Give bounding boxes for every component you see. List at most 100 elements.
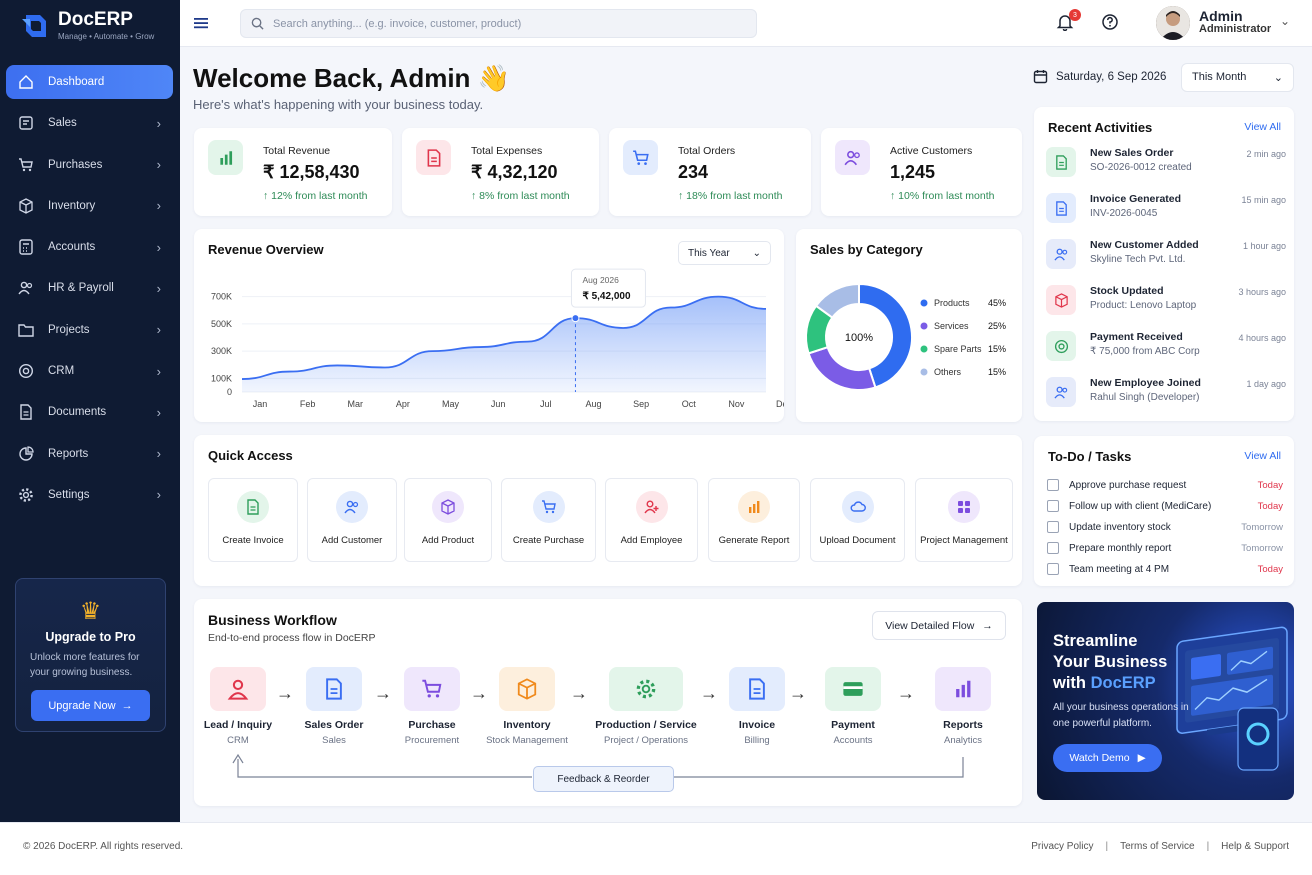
user-name[interactable]: Admin	[1199, 8, 1243, 24]
workflow-step[interactable]: Lead / Inquiry CRM	[183, 667, 293, 746]
todo-item[interactable]: Approve purchase request Today	[1047, 477, 1283, 493]
todo-checkbox[interactable]	[1047, 479, 1059, 491]
quick-add-employee-button[interactable]: Add Employee	[605, 478, 698, 562]
activity-icon-wrap	[1046, 239, 1076, 269]
chevron-right-icon: ›	[156, 280, 161, 296]
activity-icon-wrap	[1046, 377, 1076, 407]
activity-subtitle: Rahul Singh (Developer)	[1090, 392, 1200, 403]
feedback-reorder-button[interactable]: Feedback & Reorder	[533, 766, 674, 792]
menu-icon[interactable]	[193, 15, 209, 31]
workflow-subtitle: End-to-end process flow in DocERP	[208, 632, 376, 644]
workflow-step[interactable]: Production / Service Project / Operations	[591, 667, 701, 746]
copyright: © 2026 DocERP. All rights reserved.	[23, 841, 184, 852]
activity-item[interactable]: New Sales Order SO-2026-0012 created 2 m…	[1046, 147, 1286, 187]
sidebar-item-crm[interactable]: CRM ›	[6, 354, 173, 388]
sidebar-item-settings[interactable]: Settings ›	[6, 478, 173, 512]
watch-demo-button[interactable]: Watch Demo ▶	[1053, 744, 1162, 772]
sidebar-item-inventory[interactable]: Inventory ›	[6, 189, 173, 223]
brand-logo[interactable]: DocERP Manage • Automate • Grow	[20, 10, 154, 41]
activity-item[interactable]: New Customer Added Skyline Tech Pvt. Ltd…	[1046, 239, 1286, 279]
chevron-down-icon[interactable]: ⌄	[1280, 14, 1291, 28]
quick-create-purchase-button[interactable]: Create Purchase	[501, 478, 596, 562]
activity-time: 1 hour ago	[1242, 241, 1286, 251]
period-value: This Month	[1192, 71, 1247, 83]
workflow-step[interactable]: Invoice Billing	[702, 667, 812, 746]
quick-create-invoice-button[interactable]: Create Invoice	[208, 478, 298, 562]
page-title: Welcome Back, Admin 👋	[193, 63, 511, 93]
todo-text: Update inventory stock	[1069, 521, 1171, 533]
arrow-right-icon: →	[700, 683, 718, 703]
x-tick-label: Jan	[253, 399, 268, 409]
donut-center-label: 100%	[845, 332, 873, 344]
privacy-policy-link[interactable]: Privacy Policy	[1031, 841, 1094, 852]
todo-item[interactable]: Team meeting at 4 PM Today	[1047, 561, 1283, 577]
quick-add-customer-button[interactable]: Add Customer	[307, 478, 397, 562]
search-input[interactable]: Search anything... (e.g. invoice, custom…	[240, 9, 757, 38]
activity-item[interactable]: Stock Updated Product: Lenovo Laptop 3 h…	[1046, 285, 1286, 325]
promo-text: All your business operations in one powe…	[1053, 702, 1189, 729]
todo-checkbox[interactable]	[1047, 563, 1059, 575]
todo-item[interactable]: Prepare monthly report Tomorrow	[1047, 540, 1283, 556]
donut-slice-others[interactable]	[814, 282, 860, 319]
stat-card[interactable]: Total Expenses ₹ 4,32,120 ↑ 8% from last…	[402, 128, 599, 216]
activities-view-all-link[interactable]: View All	[1244, 121, 1281, 133]
stat-change: ↑ 18% from last month	[678, 190, 782, 202]
quick-label: Upload Document	[819, 535, 896, 546]
sidebar-item-label: CRM	[48, 365, 75, 378]
todo-checkbox[interactable]	[1047, 500, 1059, 512]
logo-icon	[22, 14, 46, 37]
sidebar-item-documents[interactable]: Documents ›	[6, 395, 173, 429]
quick-label: Create Invoice	[222, 535, 284, 546]
y-tick-label: 500K	[211, 319, 232, 329]
stat-card[interactable]: Total Revenue ₹ 12,58,430 ↑ 12% from las…	[194, 128, 392, 216]
sidebar-item-hr-payroll[interactable]: HR & Payroll ›	[6, 271, 173, 305]
todo-checkbox[interactable]	[1047, 542, 1059, 554]
sidebar-item-dashboard[interactable]: Dashboard	[6, 65, 173, 99]
workflow-step[interactable]: Inventory Stock Management	[472, 667, 582, 746]
stat-card[interactable]: Total Orders 234 ↑ 18% from last month	[609, 128, 811, 216]
avatar[interactable]	[1156, 6, 1190, 40]
activity-item[interactable]: Payment Received ₹ 75,000 from ABC Corp …	[1046, 331, 1286, 371]
sidebar-item-projects[interactable]: Projects ›	[6, 313, 173, 347]
donut-slice-products[interactable]	[858, 282, 913, 389]
notification-bell-icon[interactable]	[1056, 13, 1074, 31]
quick-project-management-button[interactable]: Project Management	[915, 478, 1013, 562]
legend-value: 45%	[988, 298, 1006, 308]
workflow-step[interactable]: Payment Accounts	[798, 667, 908, 746]
todo-item[interactable]: Follow up with client (MediCare) Today	[1047, 498, 1283, 514]
stat-value: ₹ 4,32,120	[471, 162, 558, 182]
quick-generate-report-button[interactable]: Generate Report	[708, 478, 800, 562]
activity-title: Stock Updated	[1090, 285, 1164, 297]
sidebar-item-reports[interactable]: Reports ›	[6, 437, 173, 471]
quick-upload-document-button[interactable]: Upload Document	[810, 478, 905, 562]
workflow-step[interactable]: Purchase Procurement	[377, 667, 487, 746]
todo-view-all-link[interactable]: View All	[1244, 450, 1281, 462]
arrow-right-icon: →	[374, 683, 392, 703]
quick-add-product-button[interactable]: Add Product	[404, 478, 492, 562]
upgrade-now-button[interactable]: Upgrade Now →	[31, 690, 150, 721]
workflow-step[interactable]: Sales Order Sales	[279, 667, 389, 746]
sidebar-item-purchases[interactable]: Purchases ›	[6, 148, 173, 182]
help-support-link[interactable]: Help & Support	[1221, 841, 1289, 852]
todo-item[interactable]: Update inventory stock Tomorrow	[1047, 519, 1283, 535]
terms-link[interactable]: Terms of Service	[1120, 841, 1195, 852]
box-icon	[1054, 292, 1068, 308]
todo-text: Prepare monthly report	[1069, 542, 1172, 554]
revenue-period-select[interactable]: This Year ⌄	[678, 241, 771, 265]
donut-slice-services[interactable]	[807, 345, 877, 391]
stat-card[interactable]: Active Customers 1,245 ↑ 10% from last m…	[821, 128, 1022, 216]
gear-icon	[636, 679, 656, 699]
business-workflow-card: Business Workflow End-to-end process flo…	[194, 599, 1022, 806]
cart-icon	[541, 500, 556, 514]
view-detailed-flow-button[interactable]: View Detailed Flow →	[872, 611, 1006, 640]
activity-item[interactable]: Invoice Generated INV-2026-0045 15 min a…	[1046, 193, 1286, 233]
activity-title: New Sales Order	[1090, 147, 1174, 159]
activity-item[interactable]: New Employee Joined Rahul Singh (Develop…	[1046, 377, 1286, 417]
help-icon[interactable]	[1101, 13, 1119, 31]
sidebar-item-sales[interactable]: Sales ›	[6, 106, 173, 140]
data-point[interactable]	[571, 314, 580, 323]
todo-checkbox[interactable]	[1047, 521, 1059, 533]
workflow-step[interactable]: Reports Analytics	[908, 667, 1018, 746]
period-select[interactable]: This Month ⌄	[1181, 63, 1294, 92]
sidebar-item-accounts[interactable]: Accounts ›	[6, 230, 173, 264]
